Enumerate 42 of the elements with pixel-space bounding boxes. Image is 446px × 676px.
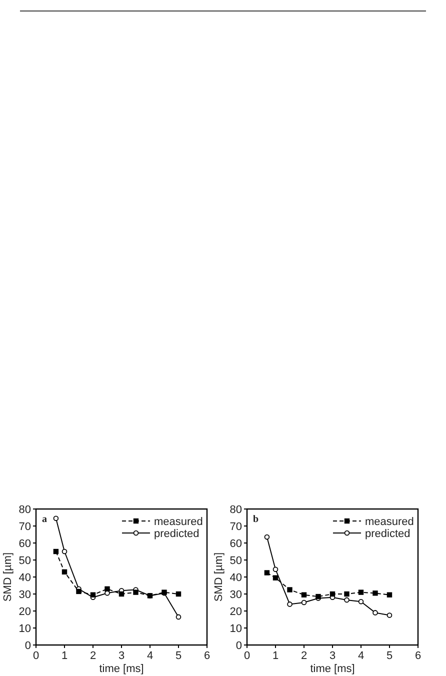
annotation: b [253,514,259,525]
y-tick-label: 80 [230,504,242,516]
x-tick-label: 3 [118,650,125,662]
x-tick-label: 6 [204,650,210,662]
x-tick-label: 0 [244,650,250,662]
legend-label: predicted [154,528,200,540]
y-tick-label: 80 [18,504,31,516]
y-tick-label: 10 [18,623,31,635]
legend-label: measured [365,516,414,528]
y-tick-label: 20 [230,606,242,618]
y-tick-label: 30 [18,589,31,601]
x-tick-label: 0 [32,650,40,662]
x-tick-label: 6 [414,650,422,662]
y-tick-label: 0 [236,640,242,652]
y-tick-label: 50 [230,555,242,567]
y-tick-label: 60 [18,538,31,550]
x-tick-label: 1 [61,650,68,662]
y-tick-label: 50 [18,555,31,567]
y-tick-label: 40 [230,572,242,584]
legend-label: predicted [365,528,410,540]
y-tick-label: 70 [18,521,31,533]
x-tick-label: 3 [329,650,336,662]
x-axis-title: time [ms] [99,663,144,675]
x-tick-label: 5 [175,650,182,662]
x-tick-label: 2 [300,650,308,662]
y-axis-title: SMD [µm] [213,552,225,602]
x-tick-label: 5 [386,650,393,662]
y-axis-title: SMD [µm] [2,552,14,602]
y-tick-label: 70 [230,521,242,533]
x-axis-title: time [ms] [310,663,355,675]
x-tick-label: 1 [272,650,279,662]
x-tick-label: 4 [146,650,154,662]
y-tick-label: 20 [18,606,31,618]
x-tick-label: 2 [90,650,96,662]
y-tick-label: 30 [230,589,242,601]
y-tick-label: 10 [230,623,242,635]
legend-label: measured [154,516,203,528]
y-tick-label: 40 [18,572,31,584]
y-tick-label: 0 [24,640,31,652]
annotation: a [42,514,47,525]
x-tick-label: 4 [358,650,364,662]
y-tick-label: 60 [230,538,242,550]
